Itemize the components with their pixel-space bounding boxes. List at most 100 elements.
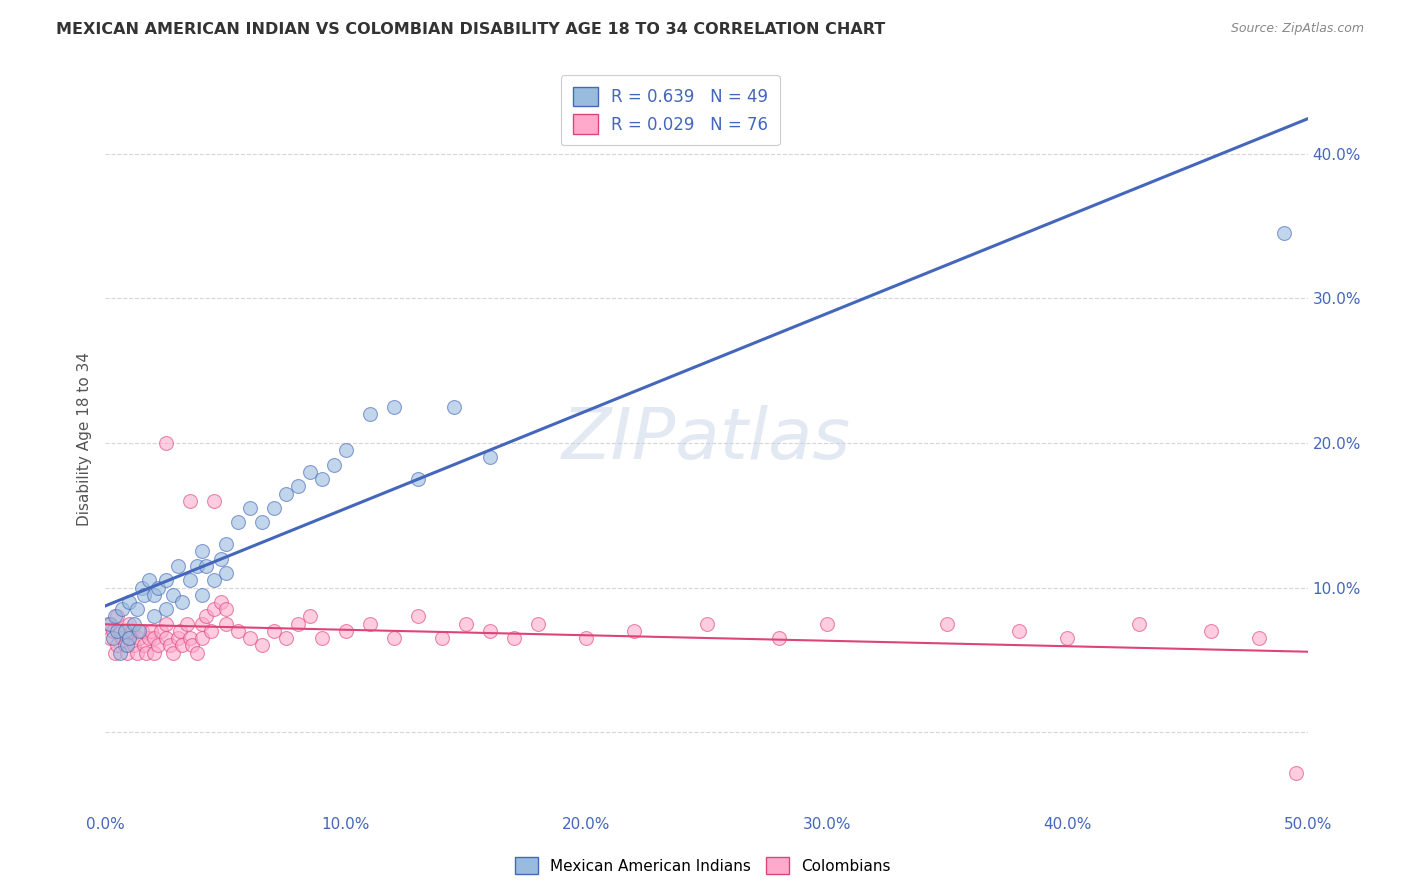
Point [696,616,718,631]
Point [155,631,177,645]
Point [195,558,218,573]
Point [108,624,131,638]
Point [311,472,333,486]
Point [287,479,309,493]
Point [118,616,141,631]
Point [148,639,170,653]
Point [200,624,222,638]
Point [131,581,153,595]
Point [382,400,405,414]
Point [815,616,838,631]
Point [239,501,262,516]
Point [186,558,208,573]
Point [335,624,357,638]
Point [359,616,381,631]
Text: Source: ZipAtlas.com: Source: ZipAtlas.com [1230,22,1364,36]
Point [101,631,124,645]
Point [202,493,225,508]
Point [190,631,212,645]
Point [575,631,598,645]
Point [1272,226,1295,240]
Point [159,639,181,653]
Text: ZIPatlas: ZIPatlas [562,405,851,474]
Point [287,616,309,631]
Point [155,574,177,588]
Point [250,639,273,653]
Point [623,624,645,638]
Point [274,631,297,645]
Point [118,631,141,645]
Legend: R = 0.639   N = 49, R = 0.029   N = 76: R = 0.639 N = 49, R = 0.029 N = 76 [561,75,780,145]
Point [214,537,236,551]
Point [98,631,121,645]
Point [527,616,550,631]
Text: MEXICAN AMERICAN INDIAN VS COLOMBIAN DISABILITY AGE 18 TO 34 CORRELATION CHART: MEXICAN AMERICAN INDIAN VS COLOMBIAN DIS… [56,22,886,37]
Point [124,639,146,653]
Point [142,631,165,645]
Point [115,646,138,660]
Point [1284,765,1306,780]
Point [149,624,172,638]
Point [214,602,236,616]
Point [359,407,381,421]
Point [190,544,212,558]
Point [107,624,129,638]
Point [479,450,502,465]
Point [162,646,184,660]
Point [430,631,453,645]
Point [166,558,188,573]
Point [142,646,165,660]
Point [148,581,170,595]
Point [169,624,191,638]
Point [155,436,177,450]
Point [104,609,127,624]
Point [142,609,165,624]
Point [454,616,477,631]
Point [298,609,321,624]
Point [768,631,790,645]
Point [162,588,184,602]
Point [172,639,194,653]
Point [250,516,273,530]
Point [335,443,357,458]
Point [1008,624,1031,638]
Point [179,493,201,508]
Point [132,639,155,653]
Point [139,624,162,638]
Point [179,574,201,588]
Point [166,631,188,645]
Point [128,624,150,638]
Point [135,646,157,660]
Point [209,551,232,566]
Point [172,595,194,609]
Point [125,602,148,616]
Point [936,616,959,631]
Point [114,639,136,653]
Point [138,631,160,645]
Point [108,646,131,660]
Point [479,624,502,638]
Point [121,624,143,638]
Point [1249,631,1271,645]
Point [114,624,136,638]
Point [195,609,218,624]
Point [155,616,177,631]
Point [214,566,236,580]
Point [107,639,129,653]
Point [104,646,127,660]
Point [142,588,165,602]
Point [98,616,121,631]
Point [132,588,155,602]
Point [274,486,297,500]
Point [131,624,153,638]
Point [181,639,204,653]
Point [190,616,212,631]
Point [406,609,429,624]
Point [1128,616,1150,631]
Point [155,602,177,616]
Y-axis label: Disability Age 18 to 34: Disability Age 18 to 34 [77,352,93,526]
Point [298,465,321,479]
Point [1056,631,1078,645]
Point [176,616,198,631]
Point [111,631,134,645]
